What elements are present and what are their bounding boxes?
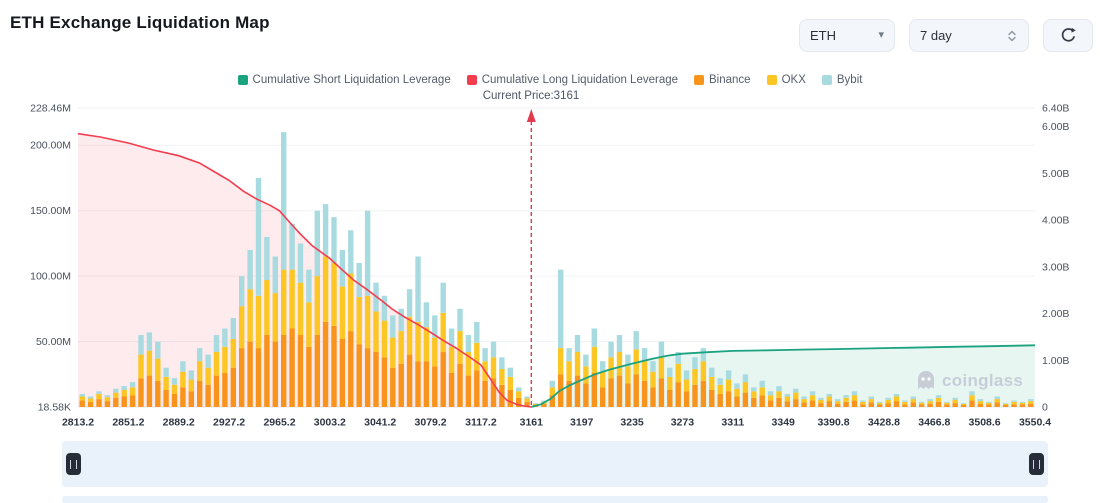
svg-text:150.00M: 150.00M [30,205,71,217]
liquidation-chart[interactable]: 18.58K 50.00M 100.00M 150.00M 200.00M 228.46M… [0,0,1100,440]
svg-text:18.58K: 18.58K [38,402,71,414]
svg-text:3428.8: 3428.8 [868,417,900,429]
coinglass-watermark: coinglass [916,370,1023,392]
svg-text:3390.8: 3390.8 [817,417,849,429]
svg-text:3311: 3311 [721,417,744,429]
legend-item[interactable]: OKX [766,74,806,86]
legend-label: Binance [709,74,751,86]
svg-text:200.00M: 200.00M [30,140,71,152]
svg-text:6.40B: 6.40B [1042,103,1069,115]
legend-label: Cumulative Long Liquidation Leverage [481,74,679,86]
svg-text:5.00B: 5.00B [1042,168,1069,180]
svg-text:1.00B: 1.00B [1042,355,1069,367]
svg-text:100.00M: 100.00M [30,271,71,283]
svg-text:3235: 3235 [620,417,644,429]
legend-label: Bybit [836,74,863,86]
svg-text:3273: 3273 [671,417,695,429]
legend-label: Cumulative Short Liquidation Leverage [252,74,451,86]
svg-text:3003.2: 3003.2 [314,417,346,429]
stepper-updown-icon [1006,29,1018,43]
range-slider-track[interactable] [62,441,1048,487]
svg-text:0: 0 [1042,402,1048,414]
svg-text:50.00M: 50.00M [36,336,71,348]
svg-text:2889.2: 2889.2 [163,417,195,429]
horizontal-scrollbar[interactable] [62,496,1048,503]
grip-icon [70,459,77,469]
svg-text:3117.2: 3117.2 [465,417,497,429]
refresh-icon [1059,26,1078,45]
period-stepper[interactable]: 7 day [909,19,1029,52]
period-stepper-value: 7 day [920,28,952,43]
svg-text:3.00B: 3.00B [1042,261,1069,273]
legend-label: OKX [781,74,806,86]
svg-text:2813.2: 2813.2 [62,417,94,429]
symbol-dropdown[interactable]: ETH ▾ [799,19,895,52]
svg-text:6.00B: 6.00B [1042,121,1069,133]
svg-text:3508.6: 3508.6 [969,417,1001,429]
legend-item[interactable]: Cumulative Short Liquidation Leverage [237,74,451,86]
chevron-down-icon: ▾ [878,29,884,41]
svg-text:3197: 3197 [570,417,594,429]
svg-text:3079.2: 3079.2 [415,417,447,429]
svg-text:4.00B: 4.00B [1042,215,1069,227]
grip-icon [1033,459,1040,469]
legend-swatch-icon [821,75,832,85]
chart-legend: Cumulative Short Liquidation Leverage Cum… [0,74,1100,86]
refresh-button[interactable] [1043,19,1093,52]
svg-text:3466.8: 3466.8 [918,417,950,429]
legend-item[interactable]: Cumulative Long Liquidation Leverage [466,74,679,86]
svg-text:3550.4: 3550.4 [1019,417,1051,429]
svg-text:2851.2: 2851.2 [112,417,144,429]
svg-text:2965.2: 2965.2 [263,417,295,429]
svg-text:2.00B: 2.00B [1042,308,1069,320]
legend-swatch-icon [766,75,777,85]
symbol-dropdown-value: ETH [810,28,836,43]
ghost-icon [916,370,936,392]
svg-text:3041.2: 3041.2 [364,417,396,429]
legend-item[interactable]: Bybit [821,74,863,86]
svg-text:2927.2: 2927.2 [213,417,245,429]
current-price-label: Current Price:3161 [482,90,580,102]
legend-swatch-icon [466,75,477,85]
legend-swatch-icon [237,75,248,85]
svg-text:3161: 3161 [520,417,544,429]
svg-text:228.46M: 228.46M [30,103,71,115]
slider-right-handle[interactable] [1029,453,1044,475]
slider-left-handle[interactable] [66,453,81,475]
legend-item[interactable]: Binance [694,74,751,86]
watermark-text: coinglass [942,371,1024,390]
legend-swatch-icon [694,75,705,85]
svg-text:3349: 3349 [772,417,796,429]
page-title: ETH Exchange Liquidation Map [10,13,270,32]
